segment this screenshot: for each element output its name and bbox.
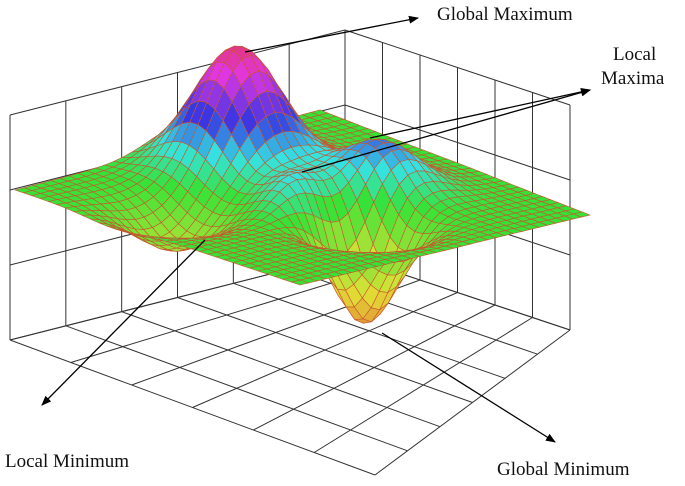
box-line	[9, 29, 346, 116]
label: Maxima	[601, 68, 665, 89]
box-line	[313, 317, 533, 453]
arrow	[244, 15, 419, 53]
arrow	[369, 88, 591, 139]
arrow	[41, 239, 206, 406]
label: Global Maximum	[437, 4, 573, 25]
label: Global Minimum	[497, 459, 630, 480]
annotation-arrows	[41, 15, 591, 443]
arrow	[381, 332, 556, 443]
box-line	[344, 104, 571, 181]
label: Local	[613, 44, 656, 65]
box-line	[374, 329, 571, 476]
box-line	[192, 292, 458, 408]
arrow	[301, 88, 591, 173]
surface-patch	[290, 279, 310, 286]
label: Local Minimum	[5, 451, 129, 472]
surface	[13, 45, 591, 324]
box-line	[253, 304, 496, 431]
box-line	[344, 29, 571, 106]
